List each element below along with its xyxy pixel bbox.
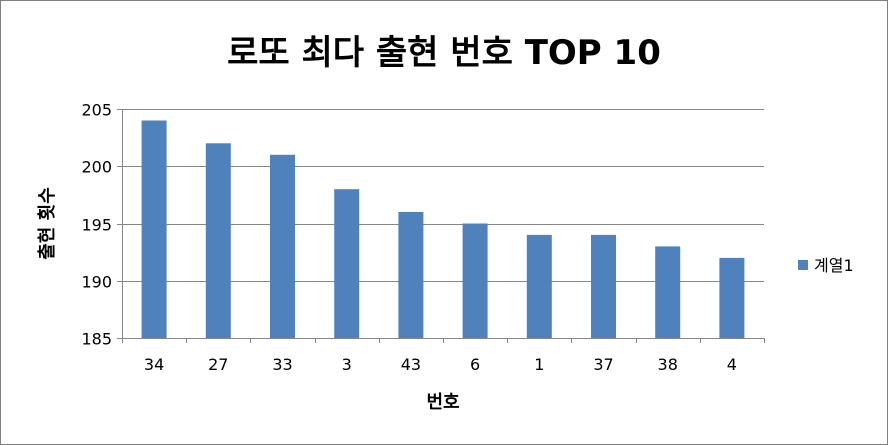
x-tick-label: 1 <box>534 355 544 374</box>
chart-title: 로또 최다 출현 번호 TOP 10 <box>227 33 661 73</box>
x-tick-label: 43 <box>401 355 421 374</box>
axis-layer <box>117 109 765 343</box>
x-axis-title: 번호 <box>426 392 459 413</box>
legend-label: 계열1 <box>814 256 854 275</box>
y-tick-label: 190 <box>81 273 112 292</box>
x-tick-label: 33 <box>272 355 292 374</box>
x-tick-label: 3 <box>342 355 352 374</box>
bar <box>398 212 424 338</box>
y-tick-label: 185 <box>81 330 112 349</box>
bar <box>462 223 488 338</box>
y-tick-label: 195 <box>81 216 112 235</box>
x-tick-label: 6 <box>470 355 480 374</box>
x-tick-label: 27 <box>208 355 228 374</box>
bar <box>141 120 167 338</box>
x-tick-label: 38 <box>658 355 678 374</box>
bar <box>719 257 745 338</box>
y-axis-title: 출현 횟수 <box>37 187 58 260</box>
bar <box>205 143 231 338</box>
y-tick-label: 205 <box>81 101 112 120</box>
bar <box>526 234 552 338</box>
legend-swatch <box>798 260 808 270</box>
bar <box>334 189 360 338</box>
x-tick-label: 34 <box>144 355 164 374</box>
x-tick-label: 4 <box>727 355 737 374</box>
bar <box>591 234 616 338</box>
bar <box>655 246 681 338</box>
bar <box>270 154 295 338</box>
bar-layer <box>141 120 745 338</box>
legend: 계열1 <box>798 256 854 275</box>
x-tick-label: 37 <box>593 355 613 374</box>
y-tick-label: 200 <box>81 158 112 177</box>
